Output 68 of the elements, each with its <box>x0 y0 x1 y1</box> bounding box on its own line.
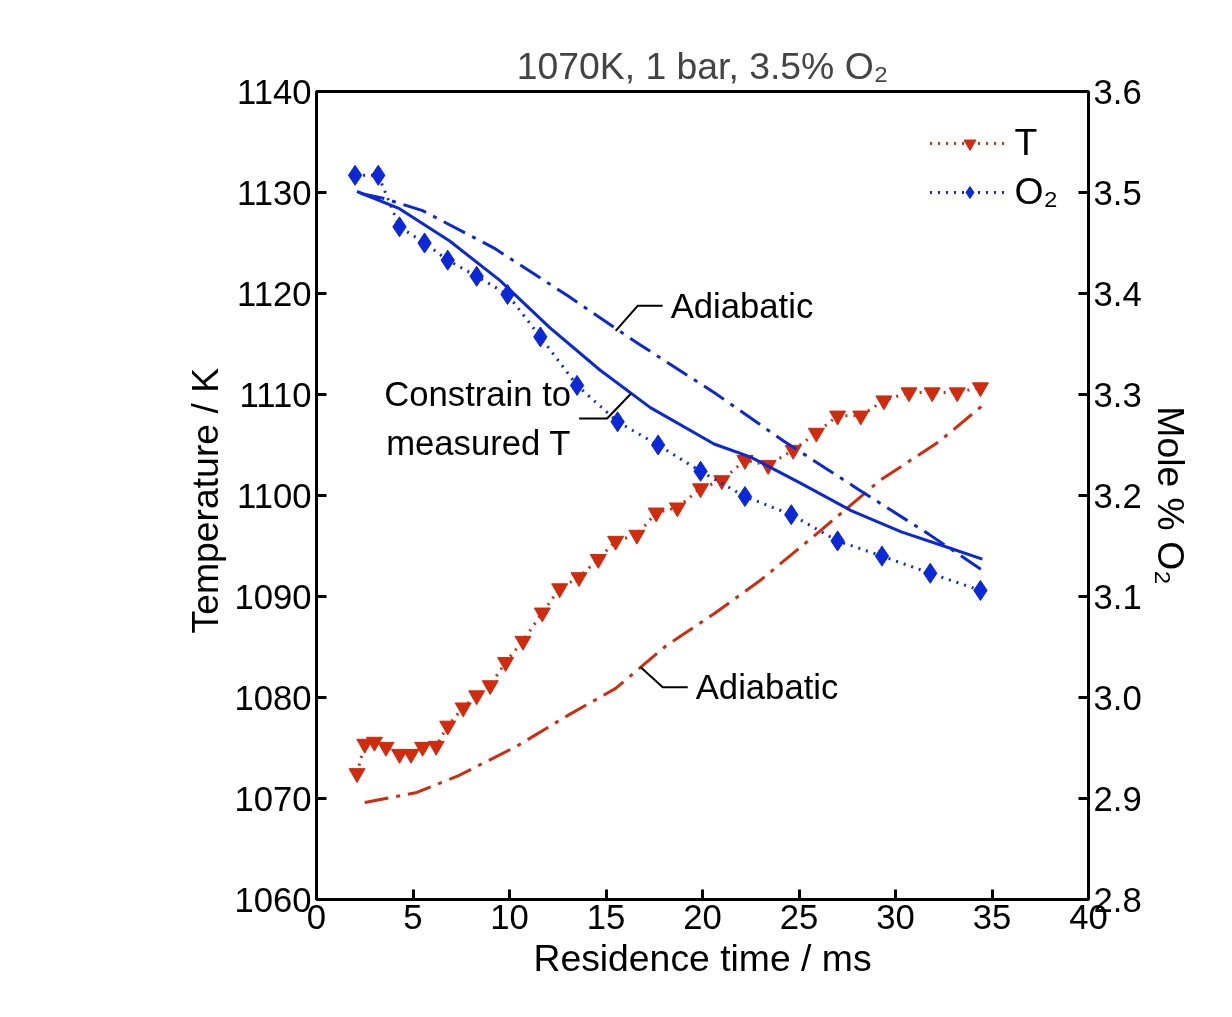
point <box>533 607 551 623</box>
y2-tick-label: 3.3 <box>1093 375 1142 414</box>
point <box>875 395 893 411</box>
x-tick-label: 5 <box>403 897 423 936</box>
x-tick-label: 25 <box>779 897 819 936</box>
y-tick-label: 1110 <box>239 375 312 414</box>
y2-tick-label: 3.5 <box>1093 173 1142 212</box>
point <box>713 475 731 491</box>
point <box>589 554 607 569</box>
point <box>647 507 665 523</box>
point <box>427 740 445 756</box>
y-tick-label: 1130 <box>236 173 312 212</box>
x-tick-label: 35 <box>972 897 1012 936</box>
point <box>365 736 383 752</box>
x-tick-label: 20 <box>683 897 722 936</box>
y-tick-label: 1080 <box>234 678 312 717</box>
y2-tick-label: 2.9 <box>1093 779 1142 818</box>
y-tick-label: 1100 <box>236 476 312 515</box>
point <box>481 680 499 696</box>
point <box>569 374 585 396</box>
y-axis-title: Temperature / K <box>184 367 227 634</box>
point <box>650 434 666 456</box>
y2-tick-label: 3.6 <box>1093 72 1142 111</box>
point <box>570 572 588 588</box>
point <box>852 410 870 426</box>
point <box>628 529 646 545</box>
annotation: Adiabatic <box>695 668 839 707</box>
y-tick-label: 1070 <box>234 779 312 818</box>
y-tick-label: 1090 <box>234 577 312 616</box>
point <box>900 387 918 403</box>
point <box>348 768 366 783</box>
y-tick-label: 1120 <box>236 274 312 313</box>
point <box>497 657 515 672</box>
point <box>874 545 890 567</box>
chart-title: 1070K, 1 bar, 3.5% O₂ <box>516 44 889 87</box>
point <box>377 741 395 757</box>
y2-tick-label: 3.1 <box>1093 577 1142 616</box>
y2-tick-label: 3.2 <box>1093 476 1142 515</box>
annotation: Constrain to measured T <box>384 374 572 463</box>
point <box>668 502 686 518</box>
annotation: Adiabatic <box>670 286 814 325</box>
point <box>829 410 847 426</box>
legend-label: T <box>1014 121 1038 164</box>
point <box>737 486 753 508</box>
y2-tick-label: 3.4 <box>1093 274 1142 313</box>
point <box>923 387 941 403</box>
point <box>439 720 457 736</box>
point <box>807 427 825 443</box>
point <box>468 690 486 706</box>
legend-label: O₂ <box>1014 170 1058 213</box>
x-axis-title: Residence time / ms <box>533 936 872 979</box>
point <box>948 387 966 403</box>
point <box>454 702 472 718</box>
point <box>390 748 408 764</box>
y2-tick-label: 3.0 <box>1093 678 1142 717</box>
point <box>402 748 420 764</box>
y-tick-label: 1140 <box>236 72 312 111</box>
point <box>551 583 569 599</box>
point <box>971 382 989 398</box>
point <box>607 535 625 551</box>
x-tick-label: 10 <box>490 897 529 936</box>
point <box>514 635 532 651</box>
point <box>347 164 363 186</box>
x-tick-label: 15 <box>586 897 626 936</box>
y2-axis-title: Mole % O₂ <box>1149 406 1192 585</box>
point <box>414 741 432 757</box>
x-tick-label: 30 <box>876 897 915 936</box>
point <box>692 483 710 499</box>
